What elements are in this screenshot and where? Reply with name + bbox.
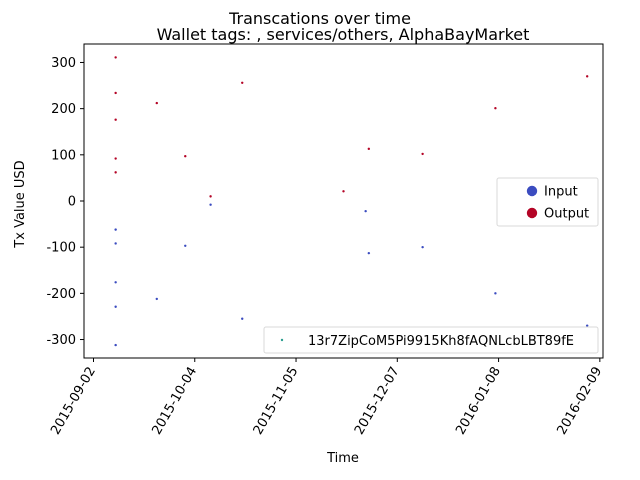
legend-box [496,177,599,227]
chart-title: Transcations over time [228,9,411,28]
series-input [114,203,589,347]
data-point-output [114,118,117,121]
data-point-input [364,209,367,213]
series-output [114,56,589,198]
legend-main: Input Output [496,177,599,227]
legend-marker-output [526,207,538,219]
data-point-output [209,195,212,198]
data-point-input [155,297,158,301]
data-point-output [494,106,497,110]
legend-label-output: Output [544,207,589,222]
legend-marker-input [526,185,538,197]
y-tick-label: -200 [46,287,76,302]
data-point-output [114,171,117,174]
data-point-output [114,91,117,95]
data-point-input [421,245,424,249]
data-point-output [585,75,589,78]
plot-area [114,56,589,347]
data-point-input [367,251,371,255]
data-point-input [114,305,117,308]
x-tick-label: 2015-11-05 [251,365,302,438]
data-point-input [114,242,117,245]
data-point-input [114,343,117,347]
data-point-output [421,152,424,156]
x-tick-label: 2015-09-02 [48,365,99,438]
data-point-input [494,292,497,295]
data-point-output [241,81,244,84]
x-axis: 2015-09-02 2015-10-04 2015-11-05 2015-12-07… [48,358,605,437]
data-point-output [367,147,371,151]
y-tick-label: -300 [46,333,76,348]
data-point-input [114,281,117,284]
y-tick-label: 0 [68,195,76,210]
data-point-output [184,155,187,158]
legend-label-input: Input [544,185,578,200]
data-point-output [114,56,117,59]
y-axis: -300 -200 -100 0 100 200 300 [46,56,84,348]
y-axis-label: Tx Value USD [13,160,28,248]
data-point-output [114,157,117,160]
data-point-input [585,324,589,327]
x-tick-label: 2015-10-04 [149,365,200,438]
y-tick-label: 200 [51,102,76,117]
data-point-input [241,317,244,320]
data-point-output [342,190,345,193]
legend-box [263,326,599,354]
chart-subtitle: Wallet tags: , services/others, AlphaBay… [157,25,530,44]
legend-label-address: 13r7ZipCoM5Pi9915Kh8fAQNLcbLBT89fE [308,334,574,349]
data-point-input [184,244,187,247]
data-point-output [155,101,158,105]
legend-address: 13r7ZipCoM5Pi9915Kh8fAQNLcbLBT89fE [263,326,599,354]
y-tick-label: -100 [46,241,76,256]
legend-marker-address [280,338,284,342]
x-tick-label: 2016-01-08 [453,365,504,438]
x-tick-label: 2016-02-09 [555,365,606,438]
x-axis-label: Time [326,451,359,466]
y-tick-label: 300 [51,56,76,71]
y-tick-label: 100 [51,148,76,163]
x-tick-label: 2015-12-07 [352,365,403,438]
data-point-input [209,203,212,206]
data-point-input [114,228,117,231]
